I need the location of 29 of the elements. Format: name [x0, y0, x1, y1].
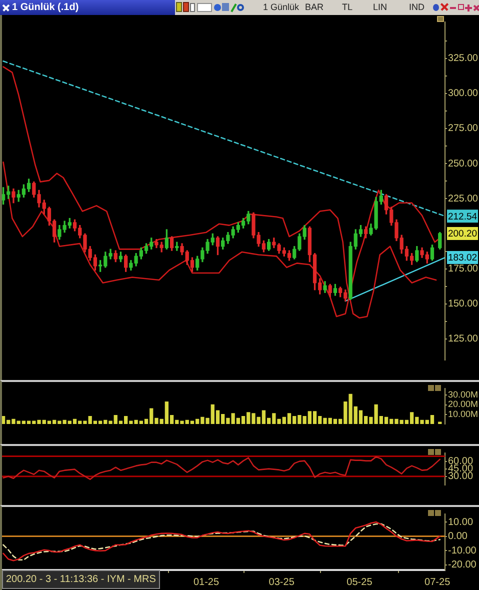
y-tick-label: 10.00	[448, 516, 474, 528]
text: BAR	[305, 2, 324, 13]
y-tick-label: 175.00	[448, 264, 479, 275]
y-tick-label: -20.00	[448, 560, 477, 571]
annotation: 200.20	[448, 228, 478, 240]
text: LIN	[373, 2, 388, 13]
y-tick-label: 225.00	[448, 193, 479, 204]
x-tick-label: 05-25	[346, 576, 373, 588]
y-tick-label: 20.00M	[448, 399, 478, 410]
y-tick-label: 325.00	[448, 53, 479, 64]
y-tick-label: 300.00	[448, 88, 479, 100]
annotation: 212.54	[448, 211, 478, 222]
y-tick-label: 0.00	[448, 531, 468, 542]
y-tick-label: 30.00M	[448, 390, 478, 400]
chart-title: 1 Günlük (.1d)	[12, 1, 79, 14]
y-tick-label: -10.00	[448, 545, 477, 556]
y-tick-label: 10.00M	[448, 408, 478, 419]
annotation: 183.02	[448, 252, 478, 264]
y-tick-label: 250.00	[448, 158, 479, 170]
text: IND	[409, 2, 424, 13]
x-tick-label: 01-25	[193, 576, 220, 588]
x-tick-label: 07-25	[424, 576, 451, 588]
text: 1 Günlük	[263, 2, 300, 13]
text: 200.20 - 3 - 11:13:36 - IYM - MRS	[2, 570, 160, 589]
y-tick-label: 275.00	[448, 123, 479, 134]
y-tick-label: 125.00	[448, 334, 479, 345]
text: TL	[342, 2, 353, 13]
x-tick-label: 03-25	[268, 576, 295, 588]
y-tick-label: 150.00	[448, 298, 479, 310]
